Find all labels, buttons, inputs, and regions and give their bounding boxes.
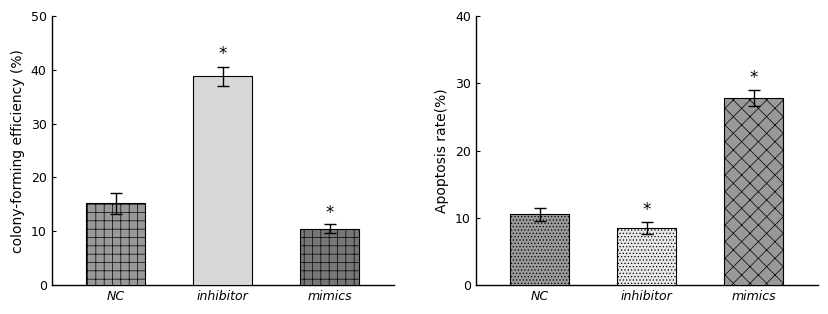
Y-axis label: Apoptosis rate(%): Apoptosis rate(%) xyxy=(435,88,449,213)
Bar xyxy=(300,229,359,285)
Bar xyxy=(617,228,676,285)
Bar xyxy=(510,214,569,285)
Y-axis label: colony-forming efficiency (%): colony-forming efficiency (%) xyxy=(11,49,25,252)
Text: *: * xyxy=(325,203,334,222)
Text: *: * xyxy=(642,201,650,219)
Text: *: * xyxy=(749,69,757,87)
Bar xyxy=(86,203,145,285)
Bar xyxy=(193,76,252,285)
Text: *: * xyxy=(218,46,227,63)
Bar xyxy=(724,98,782,285)
